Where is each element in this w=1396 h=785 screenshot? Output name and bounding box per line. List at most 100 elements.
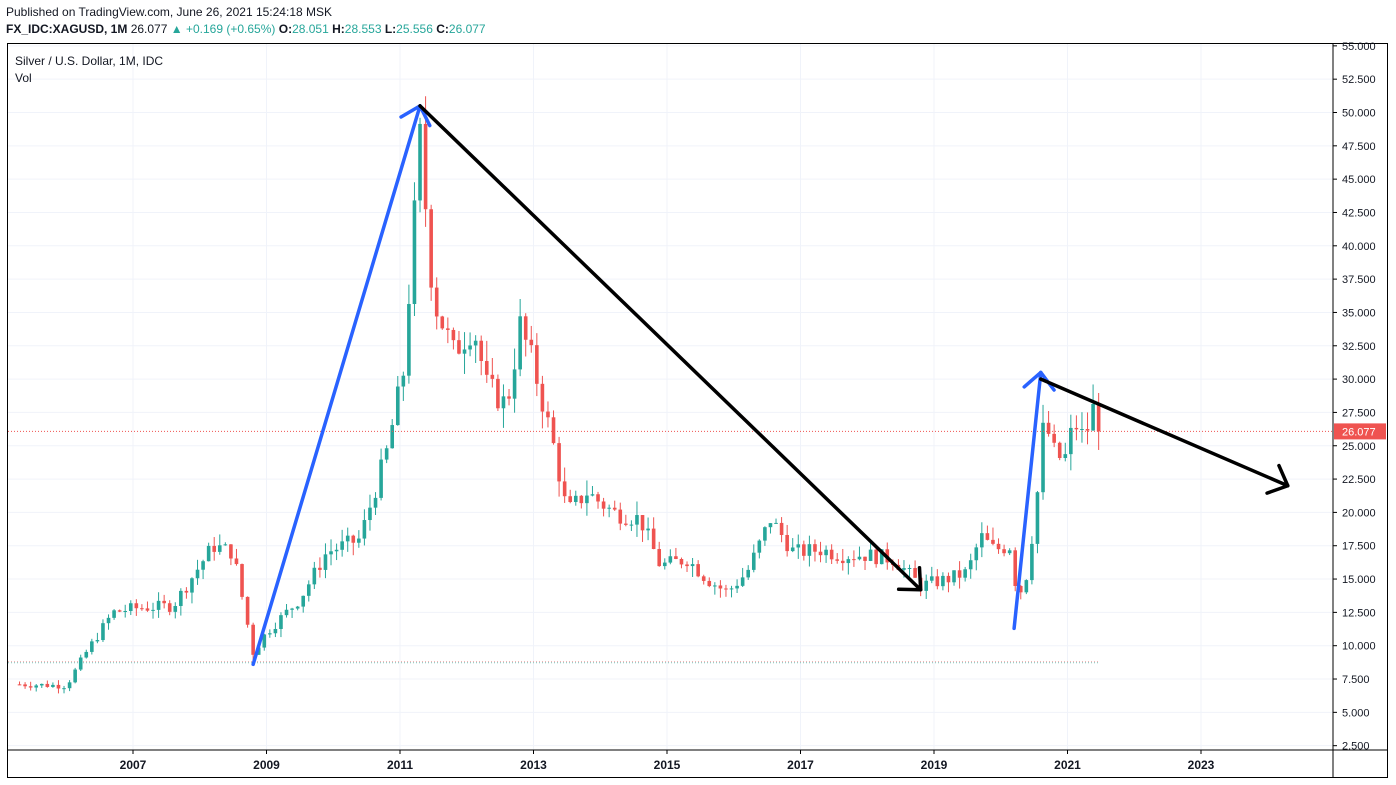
candle-body — [90, 641, 94, 652]
candle-body — [907, 567, 912, 569]
candle-body — [484, 361, 489, 375]
candle-body — [429, 209, 433, 288]
annotations — [251, 104, 1290, 667]
candle-body — [362, 520, 367, 539]
symbol-label: FX_IDC:XAGUSD, 1M — [6, 22, 128, 36]
candle-body — [251, 624, 255, 655]
candle-body — [963, 569, 967, 578]
candle-body — [579, 495, 584, 504]
price-label: 26.077 — [1342, 426, 1376, 438]
candle-body — [624, 523, 628, 525]
candle-body — [451, 329, 456, 341]
candle-body — [651, 528, 656, 550]
candle-body — [1063, 454, 1068, 458]
candle-body — [273, 628, 278, 634]
y-tick-label: 22.500 — [1342, 474, 1376, 486]
y-tick-label: 47.500 — [1342, 141, 1376, 153]
candle-body — [657, 549, 662, 567]
candle-body — [785, 534, 789, 552]
candle-body — [268, 633, 272, 635]
candle-body — [318, 567, 322, 570]
candle-body — [457, 340, 461, 354]
candle-body — [968, 560, 973, 570]
candle-body — [807, 544, 812, 556]
candle-body — [568, 496, 573, 502]
chart-header: Published on TradingView.com, June 26, 2… — [6, 4, 486, 38]
candle-body — [679, 558, 684, 565]
candle-body — [479, 340, 484, 362]
candle-body — [1007, 550, 1012, 554]
candle-body — [240, 564, 244, 597]
candle-body — [857, 556, 862, 560]
candle-body — [195, 569, 200, 579]
candle-body — [279, 615, 283, 629]
y-tick-label: 40.000 — [1342, 241, 1376, 253]
y-tick-label: 5.000 — [1342, 707, 1370, 719]
candle-body — [112, 610, 116, 618]
candle-body — [724, 588, 728, 590]
candle-body — [612, 507, 617, 510]
candle-body — [45, 683, 50, 687]
close-value: 26.077 — [448, 22, 486, 36]
candle-body — [418, 123, 422, 201]
candle-body — [618, 509, 623, 524]
time-axis: 2007 2009 2011 2013 2015 2017 2019 2021 2023 — [8, 749, 1388, 772]
candle-body — [440, 316, 445, 329]
candle-body — [1080, 429, 1084, 431]
x-tick-label: 2021 — [1054, 758, 1081, 772]
candle-body — [379, 459, 383, 498]
candle-body — [957, 570, 962, 578]
candle-body — [974, 547, 979, 561]
candle-body — [434, 287, 439, 317]
candle-body — [1069, 427, 1073, 455]
candle-body — [373, 497, 378, 508]
candle-body — [980, 533, 984, 548]
chart-frame[interactable] — [7, 43, 1388, 778]
candle-body — [73, 669, 77, 683]
candle-body — [818, 551, 823, 556]
current-price-line: 26.077 — [8, 423, 1386, 440]
candle-body — [217, 545, 222, 552]
candle-body — [306, 584, 311, 596]
candle-body — [646, 528, 650, 531]
close-label: C: — [436, 22, 449, 36]
candle-body — [779, 522, 784, 535]
x-tick-label: 2007 — [120, 758, 147, 772]
candle-body — [813, 544, 817, 552]
candle-body — [101, 623, 105, 641]
candle-body — [529, 339, 534, 346]
candle-body — [390, 425, 395, 449]
grid-lines — [8, 44, 1333, 750]
candle-body — [774, 522, 778, 524]
candle-body — [179, 590, 183, 606]
legend-indicator: Vol — [15, 71, 32, 85]
candle-body — [312, 567, 317, 585]
candle-body — [551, 417, 556, 444]
candle-body — [295, 606, 300, 609]
candle-body — [929, 576, 934, 581]
candle-body — [935, 576, 940, 587]
low-value: 25.556 — [396, 22, 433, 36]
y-tick-label: 12.500 — [1342, 607, 1376, 619]
candle-body — [991, 539, 995, 544]
candle-body — [1085, 429, 1090, 431]
low-label: L: — [384, 22, 397, 36]
candle-body — [123, 610, 128, 612]
candle-body — [156, 600, 161, 610]
y-tick-label: 37.500 — [1342, 274, 1376, 286]
candle-body — [518, 316, 522, 370]
candle-body — [729, 588, 734, 590]
candle-body — [95, 640, 100, 642]
candle-body — [768, 523, 773, 528]
candle-body — [913, 567, 917, 578]
candle-body — [668, 556, 673, 563]
x-tick-label: 2011 — [387, 758, 413, 772]
y-tick-label: 55.000 — [1342, 41, 1376, 53]
candle-body — [941, 575, 945, 587]
candle-body — [412, 200, 417, 304]
y-tick-label: 20.000 — [1342, 507, 1376, 519]
candle-body — [585, 495, 589, 504]
candle-body — [946, 575, 951, 583]
candle-body — [201, 561, 205, 570]
